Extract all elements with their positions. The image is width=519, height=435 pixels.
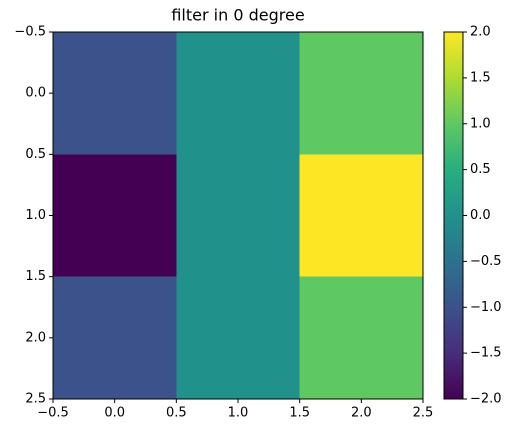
colorbar-tick-label: 1.5 (470, 70, 491, 85)
x-tick-label: 1.0 (228, 406, 249, 421)
heatmap-cell (299, 276, 423, 399)
y-tick-label: 2.5 (25, 392, 46, 407)
heatmap-cell (53, 32, 177, 155)
y-tick-label: 2.0 (25, 330, 46, 345)
colorbar-tick-label: −1.5 (470, 346, 502, 361)
y-tick-label: 1.0 (25, 208, 46, 223)
colorbar (443, 31, 464, 400)
heatmap-cell (53, 276, 177, 399)
heatmap-cell (299, 32, 423, 155)
colorbar-tick-label: 1.0 (470, 116, 491, 131)
heatmap-cell (176, 276, 300, 399)
chart-title: filter in 0 degree (171, 6, 304, 25)
colorbar-tick-label: 0.0 (470, 208, 491, 223)
x-tick-label: 0.5 (166, 406, 187, 421)
x-tick-label: 1.5 (289, 406, 310, 421)
y-tick-label: −0.5 (14, 25, 46, 40)
heatmap-cell (176, 32, 300, 155)
x-tick-label: 0.0 (104, 406, 125, 421)
colorbar-tick-label: −0.5 (470, 254, 502, 269)
colorbar-tick-label: −1.0 (470, 300, 502, 315)
y-tick-label: 0.5 (25, 147, 46, 162)
x-tick-label: 2.0 (351, 406, 372, 421)
heatmap-cell (299, 154, 423, 277)
x-tick-label: 2.5 (413, 406, 434, 421)
x-tick-label: −0.5 (37, 406, 69, 421)
y-tick-label: 0.0 (25, 86, 46, 101)
colorbar-tick-label: 2.0 (470, 25, 491, 40)
heatmap-cell (176, 154, 300, 277)
colorbar-tick-label: 0.5 (470, 162, 491, 177)
y-tick-label: 1.5 (25, 269, 46, 284)
colorbar-tick-label: −2.0 (470, 392, 502, 407)
heatmap-cell (53, 154, 177, 277)
